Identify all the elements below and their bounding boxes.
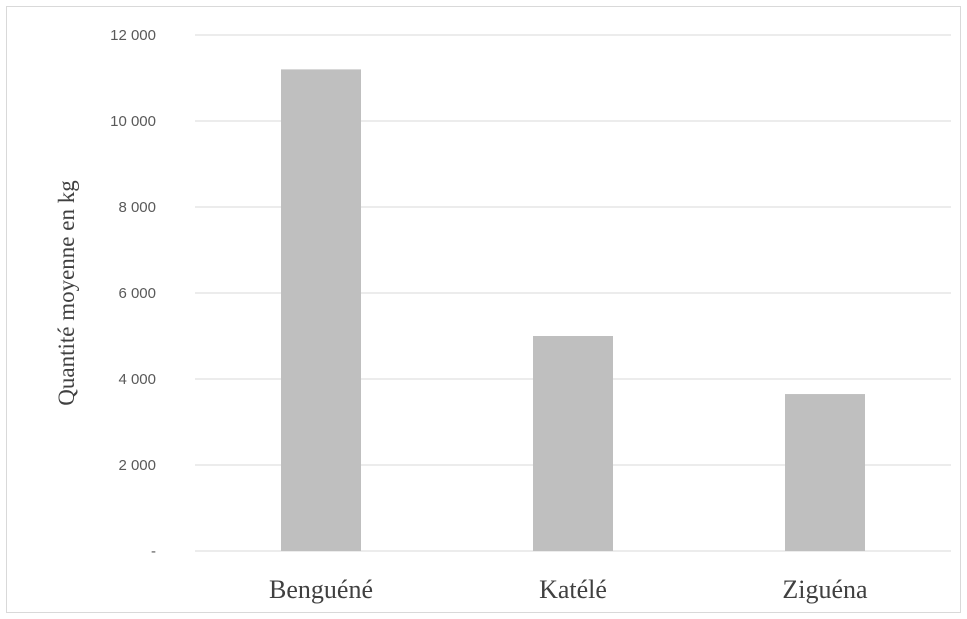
x-category-label: Katélé bbox=[539, 575, 607, 604]
y-axis-title: Quantité moyenne en kg bbox=[54, 180, 79, 406]
bars bbox=[281, 69, 865, 552]
y-tick-label: 12 000 bbox=[110, 27, 156, 44]
y-tick-label: 4 000 bbox=[118, 371, 156, 388]
x-category-label: Benguéné bbox=[269, 575, 373, 604]
y-tick-label: 6 000 bbox=[118, 285, 156, 302]
x-category-label: Ziguéna bbox=[782, 575, 868, 604]
y-axis-ticks: - 2 000 4 000 6 000 8 000 10 000 12 000 bbox=[110, 27, 156, 560]
y-tick-label: 2 000 bbox=[118, 457, 156, 474]
y-tick-label: 8 000 bbox=[118, 199, 156, 216]
bar-3 bbox=[785, 394, 865, 551]
y-tick-label: - bbox=[151, 543, 156, 560]
bar-1 bbox=[281, 69, 361, 552]
x-axis-categories: Benguéné Katélé Ziguéna bbox=[269, 575, 868, 604]
y-tick-label: 10 000 bbox=[110, 113, 156, 130]
bar-2 bbox=[533, 336, 613, 551]
